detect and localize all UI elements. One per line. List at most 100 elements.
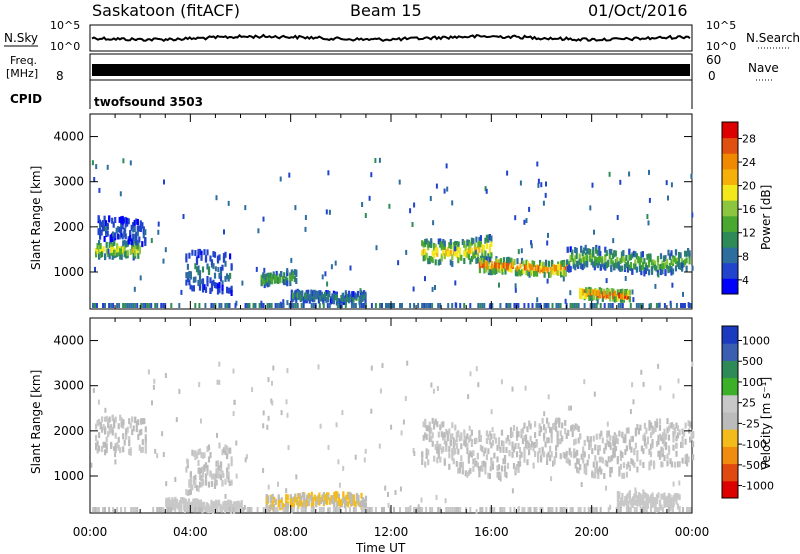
- echo-cell: [534, 442, 537, 448]
- echo-cell: [107, 248, 110, 254]
- echo-cell: [201, 471, 205, 478]
- echo-cell: [363, 503, 366, 510]
- echo-cell: [546, 453, 549, 460]
- echo-cell: [671, 268, 675, 275]
- echo-cell: [475, 257, 478, 264]
- echo-cell: [154, 448, 157, 454]
- echo-cell: [443, 438, 446, 445]
- echo-cell: [182, 214, 185, 219]
- echo-cell: [559, 438, 562, 444]
- echo-cell: [127, 218, 130, 225]
- echo-cell: [545, 259, 548, 266]
- echo-cell: [583, 451, 586, 458]
- echo-cell: [327, 170, 330, 176]
- echo-cell: [297, 493, 300, 499]
- echo-cell: [197, 252, 200, 259]
- echo-cell: [278, 276, 281, 283]
- echo-cell: [136, 226, 139, 232]
- echo-cell: [428, 436, 431, 443]
- echo-cell: [188, 279, 191, 286]
- echo-cell: [322, 507, 325, 512]
- echo-cell: [639, 507, 642, 512]
- echo-cell: [110, 303, 113, 308]
- echo-cell: [268, 303, 271, 308]
- echo-cell: [340, 298, 343, 305]
- echo-cell: [513, 259, 516, 266]
- echo-cell: [110, 427, 113, 433]
- echo-cell: [609, 445, 612, 450]
- echo-cell: [347, 297, 351, 304]
- echo-cell: [499, 472, 502, 479]
- echo-cell: [271, 500, 274, 507]
- echo-cell: [114, 459, 117, 465]
- echo-cell: [338, 482, 341, 488]
- echo-cell: [224, 260, 227, 267]
- echo-cell: [640, 499, 643, 505]
- echo-cell: [489, 466, 492, 472]
- echo-cell: [277, 481, 279, 487]
- echo-cell: [512, 424, 516, 431]
- echo-cell: [232, 368, 235, 374]
- echo-cell: [490, 442, 493, 449]
- echo-cell: [461, 468, 464, 475]
- echo-cell: [632, 399, 635, 405]
- echo-cell: [644, 268, 647, 274]
- echo-cell: [516, 265, 519, 272]
- echo-cell: [610, 466, 613, 473]
- echo-cell: [622, 472, 625, 479]
- echo-cell: [223, 500, 227, 507]
- echo-cell: [586, 254, 589, 261]
- echo-cell: [477, 303, 480, 308]
- echo-cell: [674, 249, 678, 256]
- echo-cell: [524, 385, 527, 391]
- echo-cell: [596, 299, 599, 305]
- echo-cell: [672, 495, 675, 502]
- echo-cell: [639, 303, 642, 308]
- echo-cell: [232, 507, 235, 512]
- echo-cell: [678, 251, 681, 258]
- echo-cell: [424, 432, 427, 439]
- echo-cell: [570, 451, 573, 458]
- echo-cell: [583, 262, 586, 269]
- echo-cell: [304, 294, 307, 299]
- echo-cell: [502, 458, 505, 465]
- echo-cell: [172, 499, 175, 506]
- echo-cell: [654, 500, 657, 507]
- echo-cell: [582, 288, 585, 295]
- echo-cell: [288, 303, 291, 308]
- echo-cell: [523, 219, 526, 225]
- echo-cell: [244, 205, 247, 211]
- echo-cell: [108, 215, 111, 222]
- echo-cell: [97, 228, 100, 235]
- echo-cell: [551, 267, 554, 274]
- echo-cell: [132, 507, 135, 512]
- echo-cell: [530, 265, 533, 272]
- echo-cell: [660, 446, 663, 453]
- echo-cell: [320, 294, 323, 300]
- echo-cell: [661, 462, 664, 468]
- echo-cell: [628, 465, 631, 472]
- echo-cell: [412, 286, 415, 292]
- echo-cell: [483, 303, 486, 308]
- echo-cell: [546, 240, 549, 246]
- echo-cell: [118, 216, 121, 223]
- echo-cell: [351, 494, 354, 501]
- echo-cell: [445, 441, 448, 448]
- echo-cell: [579, 293, 582, 300]
- echo-cell: [375, 245, 378, 251]
- echo-cell: [690, 303, 692, 308]
- echo-cell: [364, 298, 367, 305]
- echo-cell: [136, 507, 139, 512]
- echo-cell: [204, 473, 208, 480]
- echo-cell: [379, 388, 382, 394]
- echo-cell: [95, 248, 98, 254]
- echo-cell: [470, 247, 473, 254]
- echo-cell: [283, 279, 286, 286]
- echo-cell: [648, 496, 651, 503]
- echo-cell: [663, 436, 666, 443]
- echo-cell: [455, 507, 458, 512]
- echo-cell: [575, 303, 578, 308]
- echo-cell: [592, 251, 595, 258]
- echo-cell: [314, 291, 317, 298]
- echo-cell: [226, 453, 229, 460]
